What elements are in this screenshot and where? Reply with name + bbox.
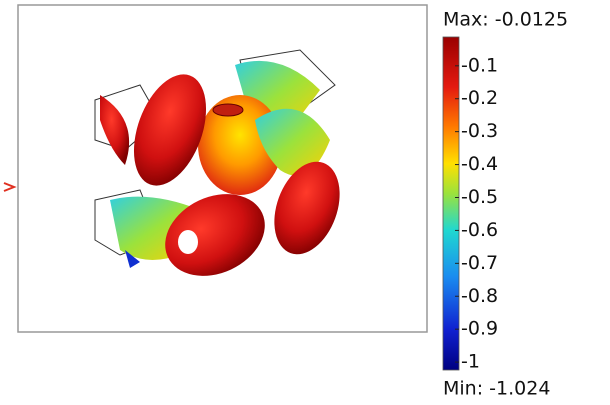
colorbar-tick-label: -0.7 (461, 252, 498, 274)
colorbar-tick-label: -0.6 (461, 219, 498, 241)
colorbar-tick-label: -0.3 (461, 120, 498, 142)
colorbar-tick-label: -1 (461, 351, 480, 373)
colorbar-tick-label: -0.5 (461, 186, 498, 208)
colorbar-tick-label: -0.9 (461, 318, 498, 340)
colorbar: Max: -0.0125 Min: -1.024 -0.1 -0.2 -0.3 -0.… (442, 9, 568, 400)
colorbar-tick-label: -0.4 (461, 153, 498, 175)
colorbar-tick-label: -0.1 (461, 54, 498, 76)
plot-area (3, 4, 428, 333)
colorbar-min: Min: -1.024 (443, 378, 550, 400)
geometry (94, 49, 340, 276)
colorbar-max: Max: -0.0125 (443, 9, 568, 31)
colorbar-scale (442, 36, 460, 371)
colorbar-tick-label: -0.2 (461, 87, 498, 109)
colorbar-tick-label: -0.8 (461, 285, 498, 307)
arrow (3, 182, 17, 192)
